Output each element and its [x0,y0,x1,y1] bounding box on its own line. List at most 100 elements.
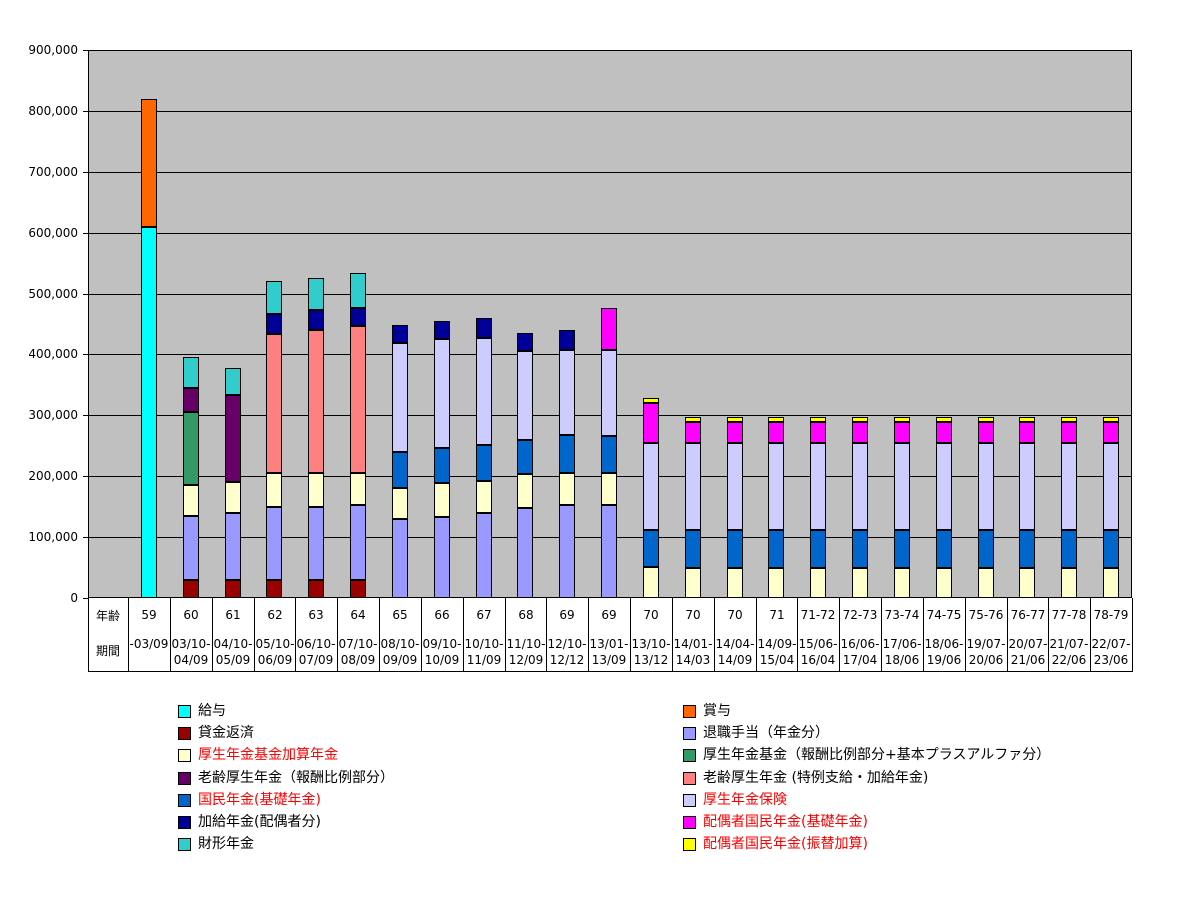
gridline [88,172,1132,173]
y-axis-tick [83,233,88,234]
bar-segment-haigusha_furikae [643,398,659,403]
bar-segment-chingin_hensai [266,580,282,598]
bar-segment-haigusha_kiso [643,403,659,443]
table-column-separator [714,598,715,672]
table-column-separator [923,598,924,672]
table-column-separator [965,598,966,672]
y-axis-label: 0 [70,591,78,605]
bar-segment-kikin_kasan [685,568,701,598]
legend-swatch-kosei_kikin-icon [683,748,696,762]
bar-segment-haigusha_furikae [727,417,743,422]
y-axis-tick [83,415,88,416]
bar-segment-kikin_kasan [727,568,743,598]
bar-segment-kakyu_haigusha [350,308,366,326]
table-border-bottom [88,671,1132,672]
bar-segment-haigusha_kiso [1103,422,1119,443]
table-column-separator [379,598,380,672]
bar-segment-kosei_hoken [559,350,575,435]
bar-segment-kokumin_kiso [810,530,826,568]
bar-segment-kokumin_kiso [727,530,743,568]
bar-segment-kikin_kasan [1061,568,1077,598]
bar-segment-kokumin_kiso [476,445,492,481]
bar-segment-kikin_kasan [768,568,784,598]
table-column-separator [756,598,757,672]
bar-segment-rorei_tokurei [308,330,324,473]
legend-label: 退職手当（年金分） [703,725,829,741]
legend-label: 老齢厚生年金（報酬比例部分） [198,770,394,786]
bar-segment-kikin_kasan [183,485,199,516]
period-label: 11/10- 12/09 [506,637,546,667]
bar-segment-taishoku_teate [601,505,617,598]
age-label: 78-79 [1093,608,1129,622]
y-axis-tick [83,537,88,538]
legend-label: 財形年金 [198,836,254,852]
bar-segment-kikin_kasan [810,568,826,598]
bar-segment-haigusha_furikae [1103,417,1119,422]
bar-segment-kosei_hoken [852,443,868,530]
bar-segment-chingin_hensai [183,580,199,598]
legend-label: 厚生年金保険 [703,792,787,808]
bar-segment-kokumin_kiso [894,530,910,568]
legend-label: 老齢厚生年金 (特例支給・加給年金) [703,770,929,786]
bar-segment-kikin_kasan [308,473,324,507]
bar-segment-taishoku_teate [308,507,324,580]
y-axis-label: 600,000 [28,226,78,240]
bar-segment-taishoku_teate [183,516,199,580]
table-header-period: 期間 [95,644,120,658]
age-label: 76-77 [1010,608,1046,622]
bar-segment-kikin_kasan [559,473,575,505]
legend-item-kikin_kasan: 厚生年金基金加算年金 [178,745,338,765]
bar-segment-kikin_kasan [266,473,282,507]
legend-swatch-rorei_hoshu-icon [178,771,191,785]
legend-label: 配偶者国民年金(振替加算) [703,836,868,852]
bar-segment-haigusha_furikae [685,417,701,422]
age-label: 72-73 [842,608,878,622]
bar-segment-haigusha_kiso [852,422,868,443]
legend-swatch-kikin_kasan-icon [178,748,191,762]
table-column-separator [630,598,631,672]
period-label: 22/07- 23/06 [1091,637,1131,667]
bar-segment-kosei_hoken [517,351,533,440]
bar-segment-kyuyo [141,227,157,598]
bar-segment-kakyu_haigusha [517,333,533,351]
bar-segment-kikin_kasan [225,482,241,513]
gridline [88,233,1132,234]
bar-segment-kakyu_haigusha [559,330,575,350]
legend-item-chingin_hensai: 貸金返済 [178,723,254,743]
bar-segment-haigusha_furikae [852,417,868,422]
bar-segment-kikin_kasan [392,488,408,519]
legend-item-kokumin_kiso: 国民年金(基礎年金) [178,790,321,810]
period-label: 05/10- 06/09 [255,637,295,667]
legend-swatch-chingin_hensai-icon [178,726,191,740]
bar-segment-kikin_kasan [936,568,952,598]
bar-segment-zaikei [225,368,241,395]
legend-label: 給与 [198,703,226,719]
period-label: 21/07- 22/06 [1049,637,1089,667]
bar-segment-kosei_hoken [1103,443,1119,530]
period-label: 08/10- 09/09 [380,637,420,667]
bar-segment-chingin_hensai [225,580,241,598]
period-label: 12/10- 12/12 [547,637,587,667]
gridline [88,111,1132,112]
legend-item-shoyo: 賞与 [683,701,731,721]
bar-segment-kokumin_kiso [978,530,994,568]
age-label: 60 [183,608,199,622]
bar-segment-kakyu_haigusha [434,321,450,339]
bar-segment-kokumin_kiso [1103,530,1119,568]
bar-segment-haigusha_kiso [1061,422,1077,443]
bar-segment-taishoku_teate [434,517,450,598]
bar-segment-kakyu_haigusha [308,310,324,330]
bar-segment-kosei_kikin [183,412,199,485]
bar-segment-kokumin_kiso [392,452,408,488]
table-border-left [88,598,89,672]
age-label: 66 [434,608,450,622]
legend-label: 賞与 [703,703,731,719]
period-label: 13/10- 13/12 [631,637,671,667]
age-label: 70 [685,608,701,622]
table-column-separator [797,598,798,672]
period-label: 20/07- 21/06 [1008,637,1048,667]
bar-segment-kokumin_kiso [1061,530,1077,568]
bar-segment-haigusha_furikae [936,417,952,422]
legend-item-taishoku_teate: 退職手当（年金分） [683,723,829,743]
y-axis-label: 500,000 [28,287,78,301]
